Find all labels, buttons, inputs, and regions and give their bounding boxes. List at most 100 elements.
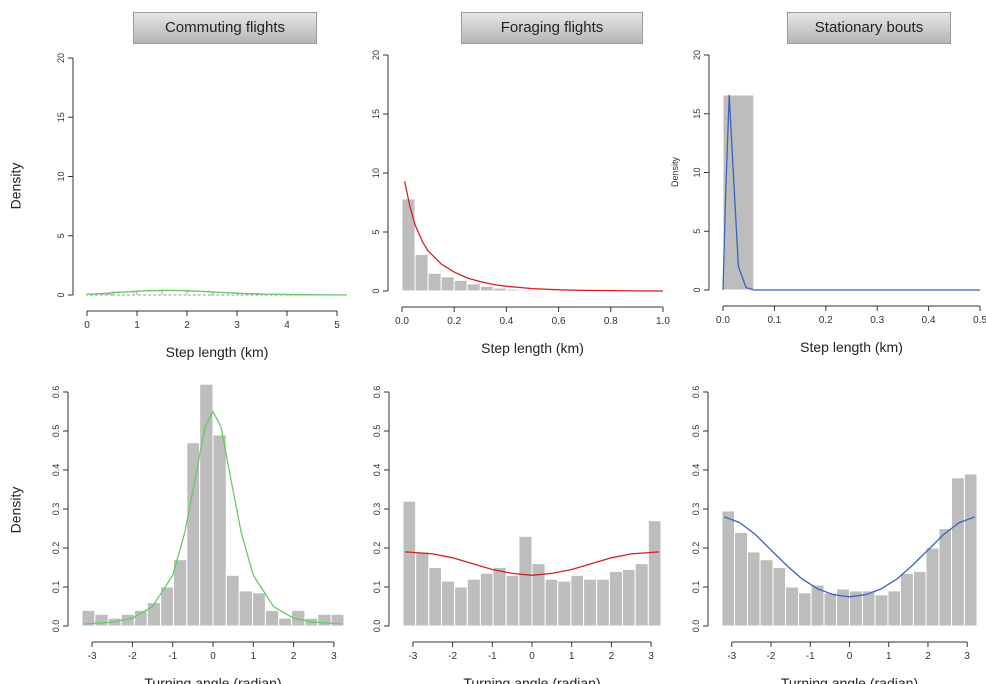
- histogram-bar: [466, 283, 481, 292]
- x-tick-label: 0: [210, 651, 216, 662]
- x-tick-label: 0.3: [870, 315, 884, 326]
- density-curve: [723, 516, 976, 598]
- x-tick-label: 4: [284, 320, 290, 331]
- histogram-bar: [747, 551, 761, 627]
- x-tick-label: 0: [847, 651, 853, 662]
- y-tick-label: 0.2: [372, 542, 382, 555]
- histogram-bar: [570, 574, 585, 627]
- histogram-bar: [532, 289, 547, 292]
- x-tick-label: -1: [488, 651, 497, 662]
- y-tick-label: 0.5: [372, 425, 382, 438]
- histogram-bar: [887, 590, 902, 627]
- col-title-stationary: Stationary bouts: [787, 12, 951, 44]
- histogram-bar: [647, 520, 662, 627]
- y-tick-label: 0.0: [51, 620, 61, 633]
- histogram-bar: [544, 578, 559, 627]
- histogram-bar: [963, 473, 978, 627]
- histogram-bar: [583, 578, 598, 627]
- histogram-bar: [330, 613, 345, 627]
- x-axis-label: Step length (km): [166, 344, 269, 360]
- x-tick-label: 0: [529, 651, 535, 662]
- histogram-bar: [186, 442, 201, 627]
- x-axis-label: Turning angle (radian): [144, 675, 281, 684]
- panel-1: 0 1 2 3 4 5 0 5 10 15 20 Step length (km): [56, 53, 347, 360]
- x-tick-label: 1: [134, 320, 140, 331]
- x-tick-label: -2: [767, 651, 776, 662]
- x-tick-label: 0.0: [716, 315, 730, 326]
- panel-4: -3 -2 -1 0 1 2 3 0.0 0.1 0.2 0.3 0.4 0.5 0.6 Turning a…: [51, 383, 345, 684]
- histogram-bar: [557, 580, 572, 627]
- histogram-bar: [264, 609, 280, 627]
- histogram-bar: [94, 613, 109, 627]
- x-tick-label: 3: [964, 651, 970, 662]
- histogram-bar: [912, 570, 927, 627]
- y-tick-label: 5: [692, 229, 702, 234]
- histogram-bar: [479, 572, 494, 627]
- y-tick-label: 10: [692, 167, 702, 177]
- x-tick-label: 3: [648, 651, 654, 662]
- x-tick-label: -3: [727, 651, 736, 662]
- histogram-bar: [759, 559, 774, 627]
- x-tick-label: 2: [291, 651, 297, 662]
- histogram-bar: [823, 592, 838, 627]
- histogram-bar: [721, 510, 736, 627]
- x-tick-label: 1: [886, 651, 892, 662]
- histogram-bar: [440, 276, 455, 292]
- y-tick-label: 10: [371, 168, 381, 178]
- x-axis-label: Turning angle (radian): [781, 675, 918, 684]
- y-tick-label: 5: [56, 233, 66, 238]
- histogram-bar: [441, 580, 456, 627]
- y-tick-label: 0: [692, 287, 702, 292]
- y-tick-label: 15: [692, 109, 702, 119]
- histogram-bar: [160, 586, 174, 627]
- y-tick-label: 0.4: [51, 464, 61, 477]
- y-tick-label: 0.2: [51, 542, 61, 555]
- histogram-bar: [938, 528, 953, 627]
- y-tick-label: 0.1: [691, 581, 701, 594]
- histogram-bar: [225, 574, 240, 627]
- histogram-bar: [836, 588, 850, 627]
- histogram-bar: [925, 547, 940, 627]
- histogram-bar: [479, 285, 494, 292]
- x-tick-label: -1: [806, 651, 815, 662]
- x-tick-label: 0.4: [499, 316, 513, 327]
- histogram-bar: [951, 477, 965, 627]
- histogram-bar: [634, 563, 649, 627]
- x-tick-label: 2: [925, 651, 931, 662]
- y-tick-label: 0.6: [691, 386, 701, 399]
- histogram-bar: [415, 551, 430, 627]
- panel-3: 0.0 0.1 0.2 0.3 0.4 0.5 0 5 10 15 20 Step length (k…: [692, 50, 986, 355]
- histogram-bar: [518, 535, 533, 627]
- x-tick-label: 0.2: [447, 316, 461, 327]
- x-tick-label: 0.8: [604, 316, 618, 327]
- x-tick-label: 0.6: [552, 316, 566, 327]
- x-tick-label: 1: [569, 651, 575, 662]
- histogram-bar: [861, 590, 876, 627]
- histogram-bar: [172, 559, 188, 627]
- histogram-bar: [278, 617, 293, 627]
- panel-2: 0.0 0.2 0.4 0.6 0.8 1.0 0 5 10 15 20 Step length (k…: [371, 50, 670, 356]
- x-tick-label: -3: [88, 651, 97, 662]
- y-tick-label: 0: [371, 288, 381, 293]
- histogram-bar: [427, 272, 442, 292]
- y-tick-label: 20: [371, 50, 381, 60]
- y-tick-label: 0.0: [372, 620, 382, 633]
- x-tick-label: 2: [184, 320, 190, 331]
- x-tick-label: 2: [609, 651, 615, 662]
- density-curve: [403, 181, 664, 292]
- x-tick-label: 0.5: [973, 315, 986, 326]
- x-tick-label: -3: [408, 651, 417, 662]
- y-tick-label: 10: [56, 171, 66, 181]
- histogram-bar: [772, 567, 787, 627]
- histogram-bar: [798, 592, 812, 627]
- density-curve: [404, 551, 660, 576]
- histogram-bar: [466, 578, 481, 627]
- x-axis-label: Turning angle (radian): [463, 675, 600, 684]
- histogram-bar: [492, 567, 507, 627]
- x-tick-label: 3: [331, 651, 337, 662]
- y-tick-label: 0.5: [51, 425, 61, 438]
- x-tick-label: -1: [168, 651, 177, 662]
- density-curve: [722, 94, 980, 291]
- histogram-bar: [785, 586, 799, 627]
